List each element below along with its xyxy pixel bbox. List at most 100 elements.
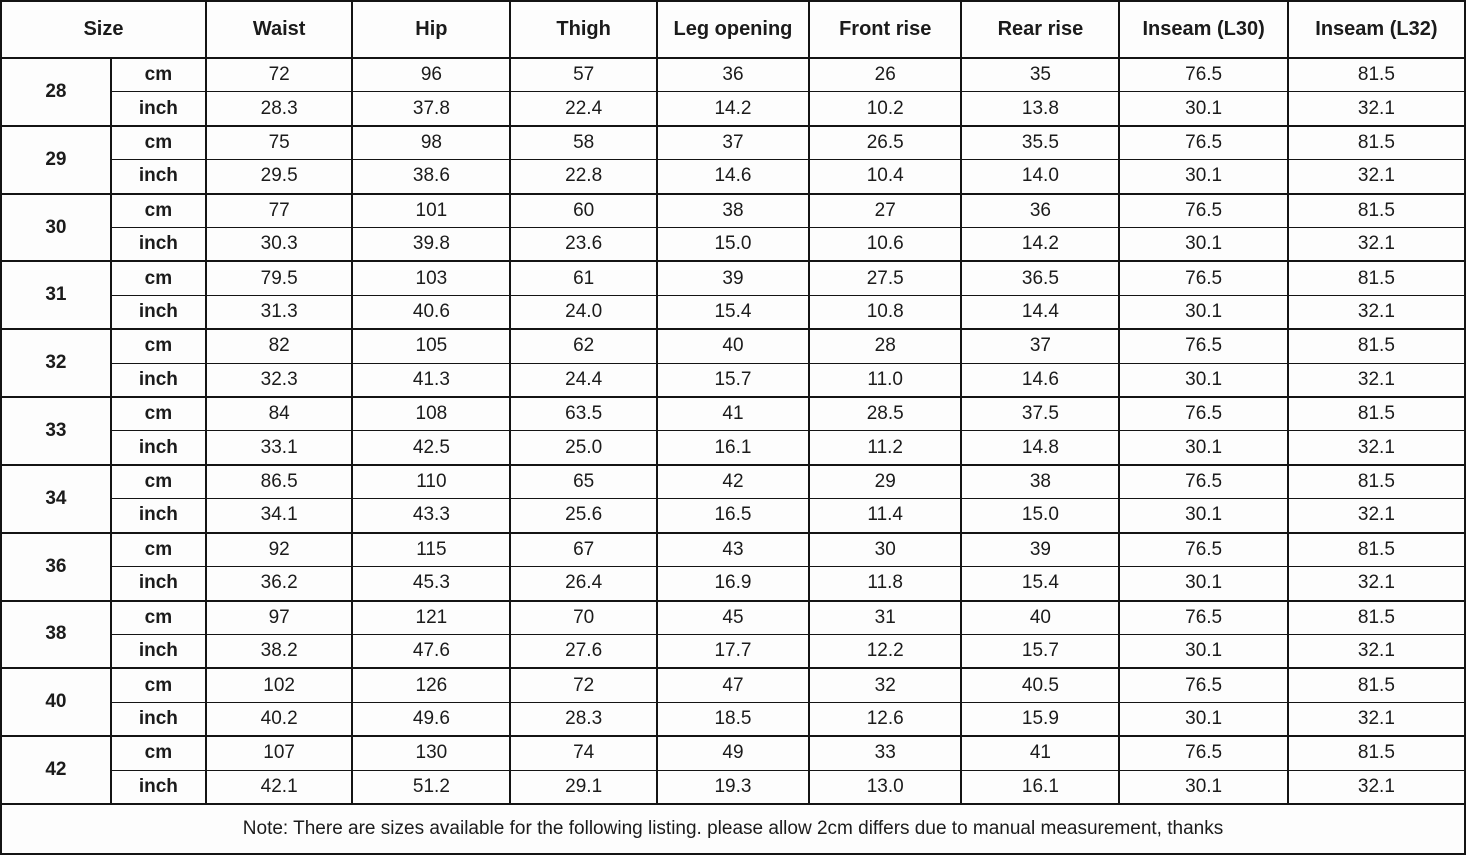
value-cell: 10.6 bbox=[808, 227, 963, 263]
value-cell: 81.5 bbox=[1286, 463, 1466, 500]
size-cell: 31 bbox=[0, 260, 112, 330]
table-row-inch: inch 33.1 42.5 25.0 16.1 11.2 14.8 30.1 32.1 bbox=[1, 430, 1466, 466]
value-cell: 32.1 bbox=[1286, 159, 1466, 195]
value-cell: 16.9 bbox=[655, 566, 811, 602]
value-cell: 130 bbox=[351, 735, 512, 771]
value-cell: 47 bbox=[655, 667, 811, 703]
value-cell: 30.1 bbox=[1118, 362, 1289, 399]
unit-label-inch: inch bbox=[109, 701, 207, 738]
table-row-inch: inch 34.1 43.3 25.6 16.5 11.4 15.0 30.1 32.1 bbox=[1, 498, 1466, 534]
value-cell: 27 bbox=[808, 192, 963, 229]
value-cell: 84 bbox=[204, 396, 354, 432]
header-row: Size Waist Hip Thigh Leg opening Front rise Re… bbox=[0, 0, 1466, 59]
value-cell: 40 bbox=[960, 599, 1121, 635]
value-cell: 30.3 bbox=[204, 227, 354, 263]
value-cell: 33.1 bbox=[204, 430, 354, 466]
unit-label-inch: inch bbox=[109, 159, 207, 195]
value-cell: 49 bbox=[655, 735, 811, 771]
table-row-cm: 42 cm 107 130 74 49 33 41 76.5 81.5 bbox=[0, 735, 1466, 805]
value-cell: 76.5 bbox=[1118, 735, 1289, 771]
value-cell: 45.3 bbox=[351, 566, 512, 602]
size-cell: 29 bbox=[0, 124, 112, 195]
value-cell: 57 bbox=[509, 57, 658, 93]
column-header-size: Size bbox=[0, 0, 207, 59]
table-footer: Note: There are sizes available for the … bbox=[0, 803, 1466, 855]
value-cell: 14.6 bbox=[960, 362, 1121, 399]
size-cell: 40 bbox=[0, 667, 112, 737]
value-cell: 10.4 bbox=[808, 159, 963, 195]
value-cell: 31.3 bbox=[204, 294, 354, 331]
unit-label-cm: cm bbox=[109, 192, 207, 229]
value-cell: 76.5 bbox=[1118, 531, 1289, 568]
value-cell: 26.5 bbox=[808, 124, 963, 161]
table-row-cm: 31 cm 79.5 103 61 39 27.5 36.5 76.5 81.5 bbox=[0, 260, 1466, 330]
value-cell: 105 bbox=[351, 328, 512, 364]
value-cell: 25.6 bbox=[509, 498, 658, 534]
value-cell: 74 bbox=[509, 735, 658, 771]
value-cell: 72 bbox=[509, 667, 658, 703]
value-cell: 76.5 bbox=[1118, 192, 1289, 229]
value-cell: 32 bbox=[808, 667, 963, 703]
value-cell: 43 bbox=[655, 531, 811, 568]
value-cell: 92 bbox=[204, 531, 354, 568]
value-cell: 30.1 bbox=[1118, 633, 1289, 670]
value-cell: 30.1 bbox=[1118, 227, 1289, 263]
column-header: Inseam (L32) bbox=[1286, 0, 1466, 59]
value-cell: 62 bbox=[509, 328, 658, 364]
value-cell: 31 bbox=[808, 599, 963, 635]
value-cell: 60 bbox=[509, 192, 658, 229]
value-cell: 63.5 bbox=[509, 396, 658, 432]
value-cell: 14.4 bbox=[960, 294, 1121, 331]
value-cell: 15.9 bbox=[960, 701, 1121, 738]
value-cell: 24.0 bbox=[509, 294, 658, 331]
value-cell: 39 bbox=[960, 531, 1121, 568]
table-row-inch: inch 28.3 37.8 22.4 14.2 10.2 13.8 30.1 32.1 bbox=[1, 91, 1466, 127]
value-cell: 77 bbox=[204, 192, 354, 229]
value-cell: 32.1 bbox=[1286, 91, 1466, 127]
size-cell: 33 bbox=[0, 396, 112, 466]
value-cell: 30.1 bbox=[1118, 91, 1289, 127]
value-cell: 81.5 bbox=[1286, 396, 1466, 432]
value-cell: 96 bbox=[351, 57, 512, 93]
unit-label-inch: inch bbox=[109, 294, 207, 331]
value-cell: 37.5 bbox=[960, 396, 1121, 432]
value-cell: 16.1 bbox=[655, 430, 811, 466]
note-text: Note: There are sizes available for the … bbox=[0, 803, 1466, 855]
value-cell: 41 bbox=[960, 735, 1121, 771]
value-cell: 23.6 bbox=[509, 227, 658, 263]
value-cell: 26.4 bbox=[509, 566, 658, 602]
value-cell: 30.1 bbox=[1118, 566, 1289, 602]
value-cell: 25.0 bbox=[509, 430, 658, 466]
value-cell: 29.1 bbox=[509, 769, 658, 805]
table-row-cm: 36 cm 92 115 67 43 30 39 76.5 81.5 bbox=[0, 531, 1466, 601]
value-cell: 121 bbox=[351, 599, 512, 635]
column-header: Leg opening bbox=[655, 0, 811, 59]
value-cell: 76.5 bbox=[1118, 57, 1289, 93]
value-cell: 13.8 bbox=[960, 91, 1121, 127]
value-cell: 37.8 bbox=[351, 91, 512, 127]
value-cell: 15.7 bbox=[960, 633, 1121, 670]
value-cell: 36.5 bbox=[960, 260, 1121, 296]
value-cell: 38 bbox=[655, 192, 811, 229]
value-cell: 10.2 bbox=[808, 91, 963, 127]
value-cell: 16.1 bbox=[960, 769, 1121, 805]
column-header: Inseam (L30) bbox=[1118, 0, 1289, 59]
value-cell: 81.5 bbox=[1286, 667, 1466, 703]
value-cell: 76.5 bbox=[1118, 463, 1289, 500]
value-cell: 15.4 bbox=[655, 294, 811, 331]
value-cell: 16.5 bbox=[655, 498, 811, 534]
unit-label-inch: inch bbox=[109, 430, 207, 466]
value-cell: 30.1 bbox=[1118, 498, 1289, 534]
value-cell: 11.8 bbox=[808, 566, 963, 602]
value-cell: 37 bbox=[655, 124, 811, 161]
value-cell: 81.5 bbox=[1286, 124, 1466, 161]
value-cell: 76.5 bbox=[1118, 260, 1289, 296]
value-cell: 29 bbox=[808, 463, 963, 500]
value-cell: 32.1 bbox=[1286, 362, 1466, 399]
value-cell: 19.3 bbox=[655, 769, 811, 805]
table-row-inch: inch 29.5 38.6 22.8 14.6 10.4 14.0 30.1 32.1 bbox=[1, 159, 1466, 195]
value-cell: 28.5 bbox=[808, 396, 963, 432]
value-cell: 38 bbox=[960, 463, 1121, 500]
value-cell: 11.0 bbox=[808, 362, 963, 399]
